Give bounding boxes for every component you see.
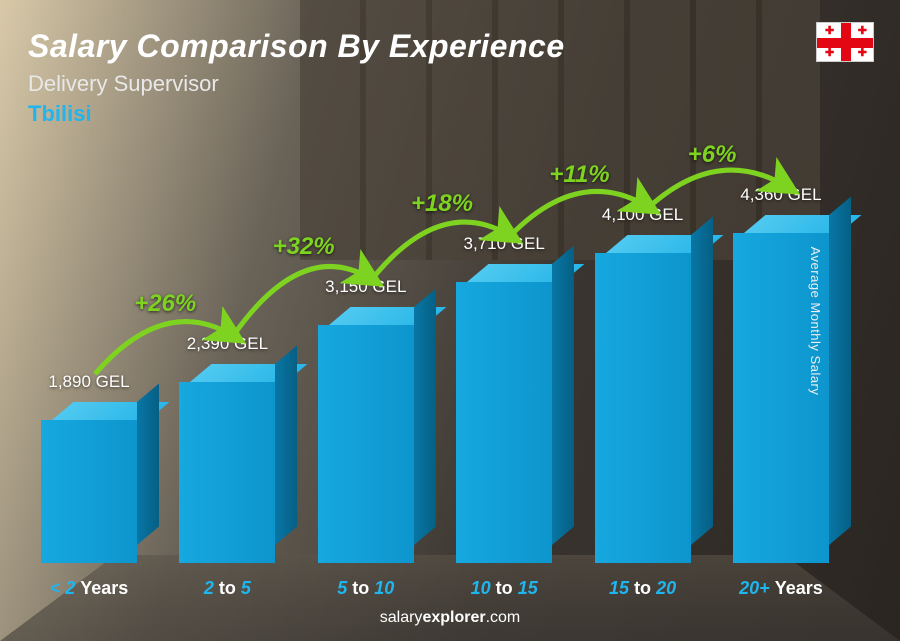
salary-bar-chart: 1,890 GEL < 2 Years 2,390 GEL 2 to 5 3,1… (30, 133, 840, 563)
chart-city: Tbilisi (28, 101, 565, 127)
bar-x-label: 5 to 10 (296, 578, 436, 599)
y-axis-label: Average Monthly Salary (808, 246, 823, 395)
bar-x-label: 2 to 5 (157, 578, 297, 599)
bar-3: 3,710 GEL 10 to 15 (445, 234, 563, 563)
bar-value-label: 1,890 GEL (48, 372, 129, 392)
bar-1: 2,390 GEL 2 to 5 (168, 334, 286, 563)
bar-shape (179, 364, 275, 563)
chart-subtitle: Delivery Supervisor (28, 71, 565, 97)
georgia-flag-icon: ✚ ✚ ✚ ✚ (816, 22, 874, 62)
pct-increase-label: +18% (411, 190, 473, 218)
bar-x-label: < 2 Years (19, 578, 159, 599)
bar-4: 4,100 GEL 15 to 20 (584, 205, 702, 563)
footer-attribution: salaryexplorer.com (0, 609, 900, 627)
bar-value-label: 3,710 GEL (464, 234, 545, 254)
bar-value-label: 4,100 GEL (602, 205, 683, 225)
header-block: Salary Comparison By Experience Delivery… (28, 28, 565, 127)
bar-value-label: 3,150 GEL (325, 277, 406, 297)
bar-value-label: 4,360 GEL (740, 185, 821, 205)
bar-2: 3,150 GEL 5 to 10 (307, 277, 425, 563)
chart-title: Salary Comparison By Experience (28, 28, 565, 65)
bar-shape (595, 235, 691, 563)
bar-x-label: 20+ Years (711, 578, 851, 599)
pct-increase-label: +32% (273, 233, 335, 261)
pct-increase-label: +11% (549, 161, 609, 189)
bar-x-label: 10 to 15 (434, 578, 574, 599)
pct-increase-label: +26% (134, 290, 196, 318)
pct-increase-label: +6% (688, 141, 737, 169)
bar-x-label: 15 to 20 (573, 578, 713, 599)
bar-0: 1,890 GEL < 2 Years (30, 372, 148, 563)
bar-value-label: 2,390 GEL (187, 334, 268, 354)
bar-shape (456, 264, 552, 563)
bar-shape (41, 402, 137, 563)
bar-shape (318, 307, 414, 563)
